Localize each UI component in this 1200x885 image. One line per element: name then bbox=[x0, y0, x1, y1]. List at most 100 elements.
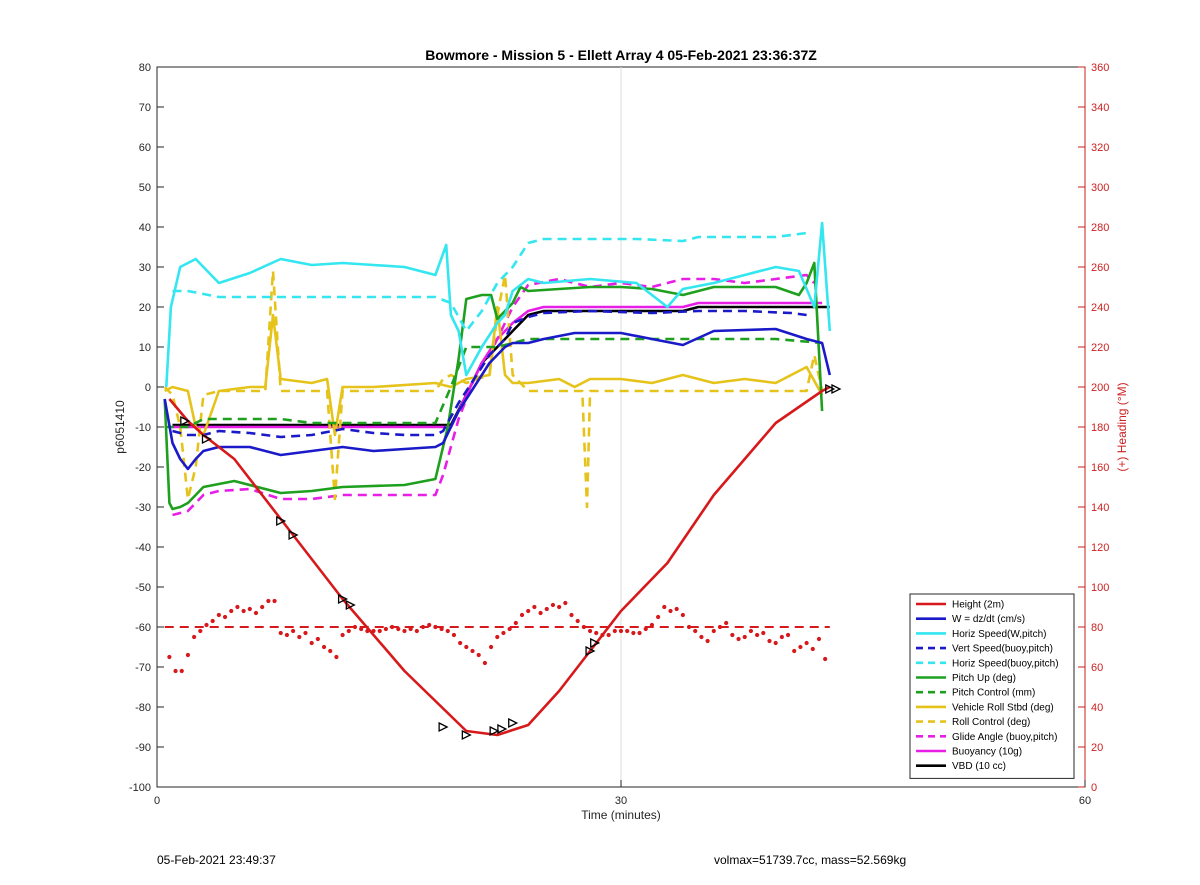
series-line bbox=[163, 269, 824, 509]
y-tick-label: 0 bbox=[145, 382, 151, 394]
heading-point bbox=[266, 598, 271, 604]
heading-point bbox=[686, 624, 692, 630]
y2-tick-label: 180 bbox=[1091, 422, 1109, 434]
y-tick-label: -70 bbox=[135, 662, 151, 674]
heading-point bbox=[544, 606, 549, 612]
heading-point bbox=[272, 598, 277, 604]
heading-point bbox=[513, 620, 518, 626]
y-tick-label: -60 bbox=[135, 622, 151, 634]
heading-point bbox=[222, 614, 228, 620]
y2-tick-label: 340 bbox=[1091, 102, 1109, 114]
series-line bbox=[172, 309, 807, 439]
heading-point bbox=[315, 636, 320, 642]
dive-marker bbox=[489, 725, 500, 737]
heading-point bbox=[210, 618, 215, 624]
y-axis-label: p6051410 bbox=[113, 400, 127, 454]
y-tick-label: 60 bbox=[139, 142, 151, 154]
heading-point bbox=[458, 640, 463, 646]
heading-point bbox=[241, 608, 246, 614]
heading-point bbox=[785, 632, 791, 638]
heading-point bbox=[247, 606, 252, 612]
heading-point bbox=[680, 612, 685, 618]
dive-marker bbox=[831, 383, 842, 395]
y2-tick-label: 40 bbox=[1091, 702, 1103, 714]
dive-marker bbox=[461, 729, 472, 741]
dive-marker bbox=[201, 433, 212, 445]
x-axis: 0 30 60 bbox=[154, 780, 1091, 807]
heading-point bbox=[365, 628, 370, 634]
y2-axis-label: (+) Heading (°M) bbox=[1115, 382, 1129, 471]
heading-point bbox=[594, 630, 599, 636]
heading-point bbox=[637, 630, 642, 636]
heading-point bbox=[705, 638, 710, 644]
heading-point bbox=[464, 644, 469, 650]
dive-marker bbox=[337, 593, 349, 605]
heading-point bbox=[482, 660, 487, 666]
dive-marker bbox=[438, 721, 449, 733]
series-line bbox=[165, 221, 832, 388]
x-tick-label: 0 bbox=[154, 795, 160, 807]
heading-point bbox=[748, 628, 754, 634]
heading-point bbox=[334, 654, 339, 660]
heading-point bbox=[538, 610, 543, 616]
heading-point bbox=[414, 628, 419, 634]
y2-tick-label: 160 bbox=[1091, 462, 1109, 474]
heading-point bbox=[693, 628, 698, 634]
heading-point bbox=[668, 608, 673, 614]
chart-title: Bowmore - Mission 5 - Ellett Array 4 05-… bbox=[425, 47, 817, 63]
dive-marker bbox=[585, 645, 596, 657]
heading-point bbox=[569, 612, 574, 618]
dive-marker bbox=[590, 637, 601, 649]
y2-tick-label: 280 bbox=[1091, 222, 1109, 234]
left-axis: 80 70 60 50 40 30 20 10 0 -10 -20 -30 -40 -50 -60 -70 -8… bbox=[129, 62, 164, 794]
heading-point bbox=[408, 626, 413, 632]
heading-point bbox=[736, 636, 741, 642]
heading-point bbox=[389, 624, 395, 630]
heading-point bbox=[532, 604, 537, 610]
y2-tick-label: 200 bbox=[1091, 382, 1109, 394]
heading-point bbox=[396, 626, 401, 632]
heading-point bbox=[427, 622, 432, 628]
heading-point bbox=[383, 626, 389, 632]
heading-point bbox=[229, 608, 234, 614]
y2-tick-label: 140 bbox=[1091, 502, 1109, 514]
heading-point bbox=[179, 668, 184, 674]
heading-point bbox=[476, 652, 481, 658]
heading-point bbox=[235, 604, 240, 610]
heading-point bbox=[451, 632, 457, 638]
heading-point bbox=[606, 632, 611, 638]
heading-point bbox=[173, 668, 178, 674]
heading-point bbox=[625, 628, 630, 634]
heading-point bbox=[575, 618, 580, 624]
heading-point bbox=[278, 630, 283, 636]
heading-point bbox=[557, 604, 562, 610]
heading-point bbox=[495, 634, 500, 640]
heading-point bbox=[192, 634, 197, 640]
heading-point bbox=[328, 648, 333, 654]
legend-label: Horiz Speed(W,pitch) bbox=[952, 629, 1046, 640]
heading-point bbox=[674, 606, 679, 612]
heading-point bbox=[284, 632, 290, 638]
heading-point bbox=[662, 604, 667, 610]
footer-timestamp: 05-Feb-2021 23:49:37 bbox=[157, 853, 276, 867]
heading-point bbox=[618, 628, 624, 634]
x-tick-label: 30 bbox=[615, 795, 627, 807]
heading-point bbox=[581, 624, 586, 630]
right-axis: 3603403203002802602402202001801601401201… bbox=[1078, 62, 1109, 794]
heading-point bbox=[767, 638, 772, 644]
heading-point bbox=[742, 634, 747, 640]
legend-label: Roll Control (deg) bbox=[952, 717, 1030, 728]
legend-label: Horiz Speed(buoy,pitch) bbox=[952, 658, 1059, 669]
legend-label: W = dz/dt (cm/s) bbox=[952, 614, 1025, 625]
dive-markers bbox=[180, 383, 842, 741]
y-tick-label: -100 bbox=[129, 782, 151, 794]
heading-point bbox=[488, 644, 494, 650]
heading-point bbox=[587, 628, 593, 634]
y-tick-label: 40 bbox=[139, 222, 151, 234]
legend-label: Height (2m) bbox=[952, 600, 1004, 611]
y-tick-label: -30 bbox=[135, 502, 151, 514]
legend-label: Pitch Control (mm) bbox=[952, 688, 1035, 699]
legend: Height (2m) W = dz/dt (cm/s) Horiz Speed(W… bbox=[909, 593, 1075, 779]
series-lines bbox=[163, 221, 832, 737]
